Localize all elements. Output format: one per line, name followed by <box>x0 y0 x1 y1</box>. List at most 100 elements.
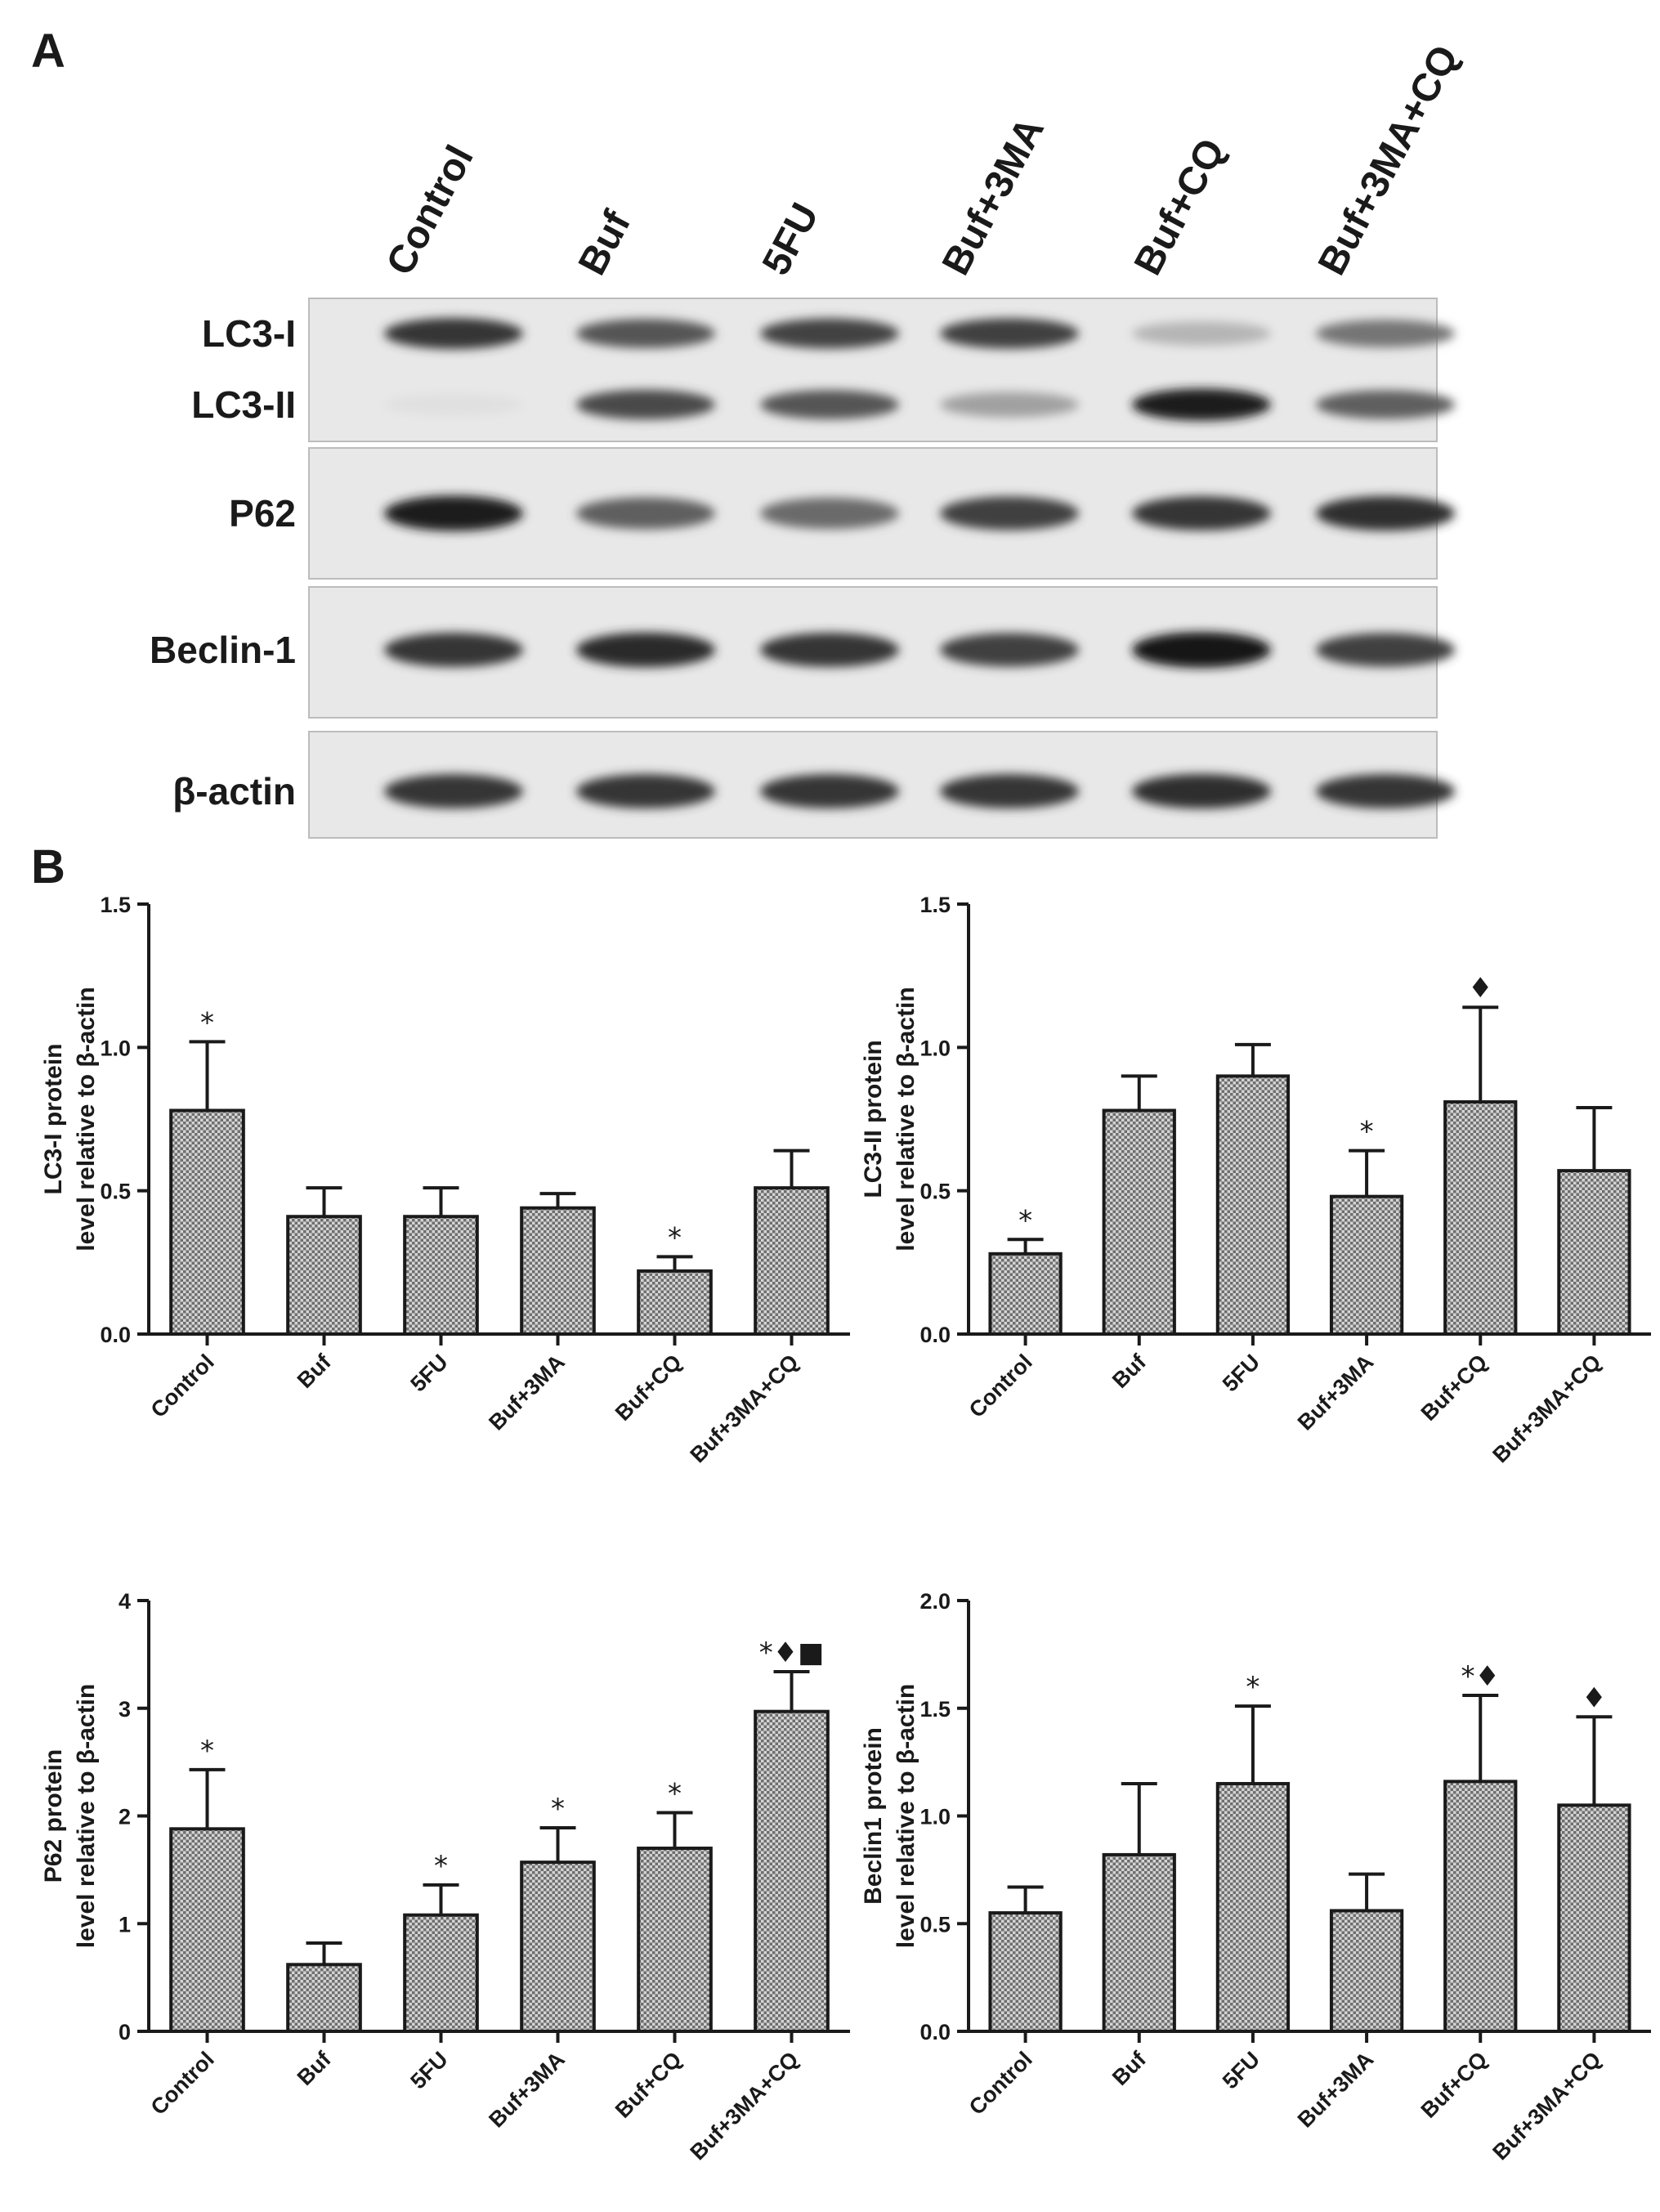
category-label-buf-cq: Buf+CQ <box>611 2047 687 2123</box>
category-label-control: Control <box>964 2047 1037 2120</box>
lane-label-buf-3ma-cq: Buf+3MA+CQ <box>1310 38 1467 282</box>
category-label-buf-cq: Buf+CQ <box>1416 2047 1492 2123</box>
category-label-buf: Buf <box>293 2046 337 2090</box>
bar-buf-cq <box>637 1847 713 2033</box>
lane-label-buf-3ma: Buf+3MA <box>934 110 1053 282</box>
y-axis-label: Beclin1 protein level relative to β-actin <box>860 1684 919 1948</box>
category-label-control: Control <box>964 1350 1037 1422</box>
category-label-5fu: 5FU <box>405 1350 452 1396</box>
y-axis-label: LC3-I protein level relative to β-actin <box>40 987 100 1251</box>
band-p62-buf-3ma <box>940 496 1079 531</box>
bar-buf <box>286 1215 362 1337</box>
band-lc3-ii-buf-cq <box>1132 388 1271 421</box>
panel-label-a: A <box>31 25 65 78</box>
band-beta-actin-buf-cq <box>1132 773 1271 809</box>
bar-buf-3ma <box>520 1206 596 1336</box>
category-label-buf: Buf <box>1107 1349 1152 1393</box>
blot-row-label-p62: P62 <box>229 492 296 535</box>
y-tick-label: 0.5 <box>100 1180 131 1204</box>
bar-5fu <box>403 1215 479 1337</box>
y-tick-label: 1.0 <box>919 1805 951 1829</box>
significance-mark: *♦■ <box>759 1637 825 1669</box>
category-label-buf: Buf <box>1107 2046 1152 2090</box>
y-tick-label: 1.0 <box>100 1036 131 1060</box>
bar-5fu <box>1215 1781 1291 2034</box>
band-lc3-ii-control <box>384 393 523 416</box>
chart-lc3-ii: 0.0 0.5 1.0 1.5 LC3-II protein level relative… <box>860 893 1651 1467</box>
bar-buf-3ma-cq <box>1557 1803 1631 2033</box>
category-label-buf-3ma: Buf+3MA <box>1293 2047 1378 2132</box>
bar-5fu <box>1215 1074 1291 1337</box>
panel-label-b: B <box>31 840 65 893</box>
band-lc3-ii-buf-3ma <box>940 392 1079 418</box>
category-label-buf-3ma-cq: Buf+3MA+CQ <box>1488 1350 1605 1467</box>
bar-buf-3ma <box>520 1860 596 2034</box>
blot-row-label-beta-actin: β-actin <box>172 770 296 813</box>
significance-mark: * <box>668 1778 682 1811</box>
band-p62-buf <box>576 497 715 530</box>
band-lc3-i-5fu <box>760 318 899 349</box>
significance-mark: * <box>1360 1116 1374 1149</box>
band-lc3-ii-5fu <box>760 390 899 419</box>
band-beta-actin-buf-3ma <box>940 774 1079 808</box>
significance-mark: *♦ <box>1461 1660 1500 1693</box>
significance-mark: * <box>200 1006 214 1039</box>
band-lc3-ii-buf-3ma-cq <box>1316 390 1455 419</box>
bar-buf <box>286 1963 362 2033</box>
category-label-5fu: 5FU <box>1218 1350 1264 1396</box>
bar-5fu <box>403 1913 479 2033</box>
category-label-control: Control <box>146 2047 219 2120</box>
blot-row-label-beclin-1: Beclin-1 <box>150 629 296 671</box>
chart-p62: 0 1 2 3 4 P62 protein level relative to β-acti… <box>40 1589 850 2165</box>
band-lc3-i-buf <box>576 319 715 348</box>
bar-buf-cq <box>1443 1099 1518 1336</box>
y-axis-label: P62 protein level relative to β-actin <box>40 1684 100 1948</box>
y-tick-label: 0.0 <box>100 1323 131 1347</box>
bar-buf-cq <box>1443 1780 1518 2034</box>
band-beclin-1-buf-cq <box>1132 632 1271 668</box>
band-beta-actin-5fu <box>760 774 899 808</box>
band-beclin-1-buf-3ma <box>940 633 1079 667</box>
category-label-buf-3ma-cq: Buf+3MA+CQ <box>1488 2047 1605 2165</box>
y-tick-label: 2.0 <box>919 1589 951 1614</box>
bar-control <box>169 1108 245 1336</box>
lane-label-buf: Buf <box>570 204 640 282</box>
significance-mark: * <box>434 1850 448 1883</box>
y-tick-label: 0.5 <box>919 1180 951 1204</box>
y-tick-label: 1.5 <box>919 1697 951 1722</box>
category-label-control: Control <box>146 1350 219 1422</box>
bar-buf-3ma <box>1329 1194 1404 1337</box>
chart-beclin1: 0.0 0.5 1.0 1.5 2.0 Beclin1 protein level rela… <box>860 1589 1651 2165</box>
significance-mark: ♦ <box>1468 972 1492 1005</box>
y-tick-label: 3 <box>119 1697 131 1722</box>
category-label-buf: Buf <box>293 1349 337 1393</box>
band-beta-actin-buf-3ma-cq <box>1316 774 1455 808</box>
band-beclin-1-buf-3ma-cq <box>1316 633 1455 667</box>
bar-buf <box>1102 1852 1176 2033</box>
band-lc3-i-control <box>384 318 523 349</box>
y-tick-label: 0.0 <box>919 2020 951 2044</box>
band-beclin-1-buf <box>576 632 715 668</box>
significance-mark: ♦ <box>1582 1681 1606 1714</box>
lane-label-buf-cq: Buf+CQ <box>1126 132 1233 282</box>
band-p62-buf-3ma-cq <box>1316 495 1455 531</box>
y-tick-label: 1 <box>119 1912 131 1937</box>
band-lc3-ii-buf <box>576 389 715 420</box>
significance-mark: * <box>551 1793 565 1825</box>
category-label-buf-3ma: Buf+3MA <box>484 1350 569 1435</box>
blot-row-label-lc3-i: LC3-I <box>202 312 296 355</box>
bar-control <box>988 1911 1063 2033</box>
lane-label-5fu: 5FU <box>754 196 827 282</box>
category-label-buf-cq: Buf+CQ <box>611 1350 687 1426</box>
significance-mark: * <box>1246 1671 1260 1704</box>
band-p62-5fu <box>760 497 899 530</box>
band-lc3-i-buf-cq <box>1132 321 1271 346</box>
bar-buf-3ma-cq <box>754 1186 830 1337</box>
bar-control <box>169 1827 245 2034</box>
band-lc3-i-buf-3ma-cq <box>1316 320 1455 347</box>
bar-buf <box>1102 1108 1176 1336</box>
band-lc3-i-buf-3ma <box>940 318 1079 349</box>
category-label-buf-3ma: Buf+3MA <box>484 2047 569 2132</box>
y-tick-label: 1.0 <box>919 1036 951 1060</box>
